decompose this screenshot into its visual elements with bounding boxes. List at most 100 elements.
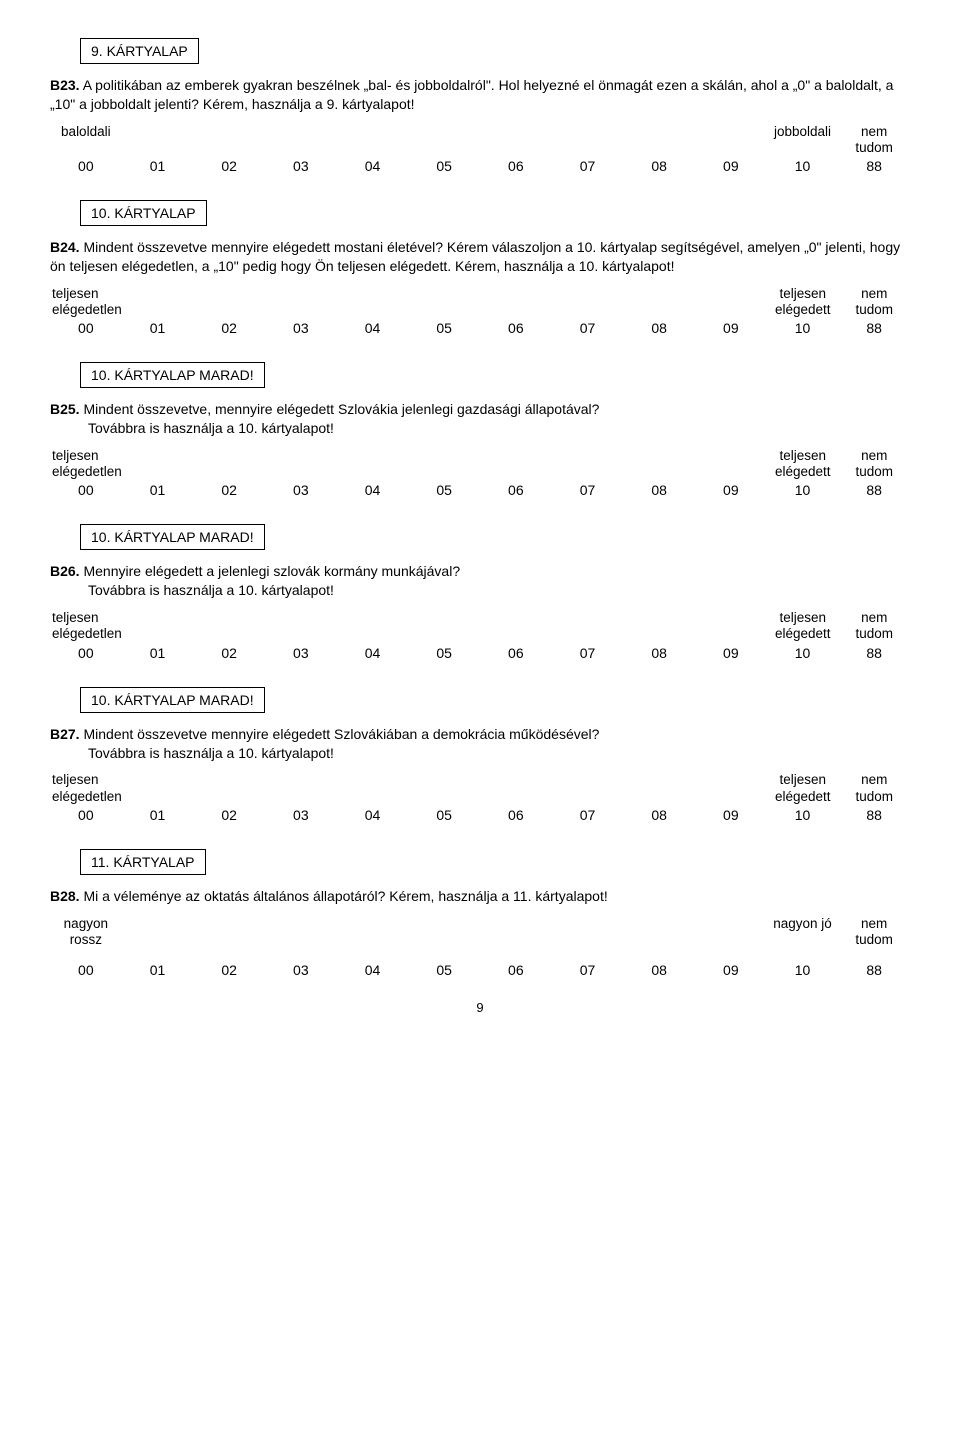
scale-num: 01 <box>122 482 194 498</box>
scale-dk-label: nem tudom <box>839 448 910 480</box>
scale-num: 04 <box>337 645 409 661</box>
scale-num: 08 <box>623 482 695 498</box>
scale-dk-label: nem tudom <box>839 286 910 318</box>
scale-dk-label: nem tudom <box>838 916 910 948</box>
scale-num: 10 <box>767 807 839 823</box>
scale-right-label: nagyon jó <box>767 916 839 948</box>
question-label: B25. <box>50 401 80 417</box>
scale-num: 09 <box>695 320 767 336</box>
scale-num: 05 <box>408 807 480 823</box>
question-subtext: Továbbra is használja a 10. kártyalapot! <box>50 744 910 763</box>
scale-num: 01 <box>122 158 194 174</box>
scale-num: 03 <box>265 320 337 336</box>
scale-num: 06 <box>480 807 552 823</box>
scale-number-row: 00 01 02 03 04 05 06 07 08 09 10 88 <box>50 962 910 978</box>
card-label: 10. KÁRTYALAP MARAD! <box>91 529 254 545</box>
scale-num: 02 <box>193 807 265 823</box>
question-b27: B27. Mindent összevetve mennyire elégede… <box>50 725 910 763</box>
scale-number-row: 00 01 02 03 04 05 06 07 08 09 10 88 <box>50 807 910 823</box>
scale-number-row: 00 01 02 03 04 05 06 07 08 09 10 88 <box>50 645 910 661</box>
scale-num: 10 <box>767 962 839 978</box>
scale-number-row: 00 01 02 03 04 05 06 07 08 09 10 88 <box>50 320 910 336</box>
scale-dk-label: nem tudom <box>839 772 910 804</box>
scale-num: 00 <box>50 482 122 498</box>
scale-b28: nagyon rossz nagyon jó nem tudom 00 01 0… <box>50 916 910 978</box>
scale-right-label: teljesen elégedett <box>767 286 838 318</box>
scale-num: 88 <box>838 482 910 498</box>
scale-num: 07 <box>552 158 624 174</box>
scale-dk-label: nem tudom <box>839 610 910 642</box>
question-label: B23. <box>50 77 80 93</box>
scale-num: 07 <box>552 482 624 498</box>
scale-num: 03 <box>265 962 337 978</box>
scale-right-label: teljesen elégedett <box>767 448 838 480</box>
question-b28: B28. Mi a véleménye az oktatás általános… <box>50 887 910 906</box>
scale-num: 04 <box>337 962 409 978</box>
card-label: 10. KÁRTYALAP MARAD! <box>91 367 254 383</box>
question-subtext: Továbbra is használja a 10. kártyalapot! <box>50 581 910 600</box>
scale-num: 09 <box>695 482 767 498</box>
page-number: 9 <box>50 1000 910 1015</box>
scale-num: 08 <box>623 807 695 823</box>
scale-num: 01 <box>122 320 194 336</box>
card-box-9: 9. KÁRTYALAP <box>80 38 199 64</box>
scale-num: 10 <box>767 320 839 336</box>
scale-num: 03 <box>265 158 337 174</box>
card-box-10-marad-1: 10. KÁRTYALAP MARAD! <box>80 362 265 388</box>
question-label: B24. <box>50 239 80 255</box>
card-box-10: 10. KÁRTYALAP <box>80 200 207 226</box>
question-text: Mi a véleménye az oktatás általános álla… <box>83 888 607 904</box>
scale-num: 02 <box>193 320 265 336</box>
scale-num: 06 <box>480 320 552 336</box>
scale-num: 10 <box>767 482 839 498</box>
card-label: 11. KÁRTYALAP <box>91 854 195 870</box>
scale-num: 06 <box>480 482 552 498</box>
scale-num: 09 <box>695 645 767 661</box>
question-text: Mindent összevetve mennyire elégedett Sz… <box>83 726 599 742</box>
scale-num: 10 <box>767 158 839 174</box>
scale-num: 05 <box>408 482 480 498</box>
scale-dk-label: nem tudom <box>838 124 910 156</box>
scale-num: 02 <box>193 158 265 174</box>
scale-num: 05 <box>408 158 480 174</box>
scale-num: 88 <box>838 645 910 661</box>
question-text: Mennyire elégedett a jelenlegi szlovák k… <box>83 563 460 579</box>
scale-number-row: 00 01 02 03 04 05 06 07 08 09 10 88 <box>50 482 910 498</box>
question-text: Mindent összevetve mennyire elégedett mo… <box>50 239 900 274</box>
scale-num: 04 <box>337 807 409 823</box>
scale-num: 08 <box>623 320 695 336</box>
scale-left-label: teljesen elégedetlen <box>50 772 124 804</box>
scale-header-row: teljesen elégedetlen teljesen elégedett … <box>50 448 910 480</box>
question-subtext: Továbbra is használja a 10. kártyalapot! <box>50 419 910 438</box>
scale-num: 07 <box>552 645 624 661</box>
scale-num: 00 <box>50 645 122 661</box>
scale-num: 04 <box>337 158 409 174</box>
scale-num: 02 <box>193 962 265 978</box>
scale-b26: teljesen elégedetlen teljesen elégedett … <box>50 610 910 660</box>
scale-b25: teljesen elégedetlen teljesen elégedett … <box>50 448 910 498</box>
scale-b24: teljesen elégedetlen teljesen elégedett … <box>50 286 910 336</box>
scale-num: 88 <box>838 320 910 336</box>
card-label: 10. KÁRTYALAP MARAD! <box>91 692 254 708</box>
scale-left-label: teljesen elégedetlen <box>50 448 124 480</box>
scale-num: 88 <box>838 962 910 978</box>
question-b23: B23. A politikában az emberek gyakran be… <box>50 76 910 114</box>
scale-num: 06 <box>480 962 552 978</box>
scale-num: 09 <box>695 962 767 978</box>
scale-header-row: nagyon rossz nagyon jó nem tudom <box>50 916 910 948</box>
scale-b27: teljesen elégedetlen teljesen elégedett … <box>50 772 910 822</box>
scale-header-row: baloldali jobboldali nem tudom <box>50 124 910 156</box>
scale-num: 07 <box>552 962 624 978</box>
scale-num: 88 <box>838 807 910 823</box>
card-box-10-marad-2: 10. KÁRTYALAP MARAD! <box>80 524 265 550</box>
scale-left-label: teljesen elégedetlen <box>50 610 124 642</box>
scale-number-row: 00 01 02 03 04 05 06 07 08 09 10 88 <box>50 158 910 174</box>
scale-left-label: baloldali <box>50 124 122 156</box>
scale-num: 08 <box>623 962 695 978</box>
scale-num: 10 <box>767 645 839 661</box>
scale-num: 07 <box>552 807 624 823</box>
scale-num: 03 <box>265 807 337 823</box>
scale-num: 05 <box>408 962 480 978</box>
scale-num: 08 <box>623 645 695 661</box>
scale-num: 01 <box>122 645 194 661</box>
